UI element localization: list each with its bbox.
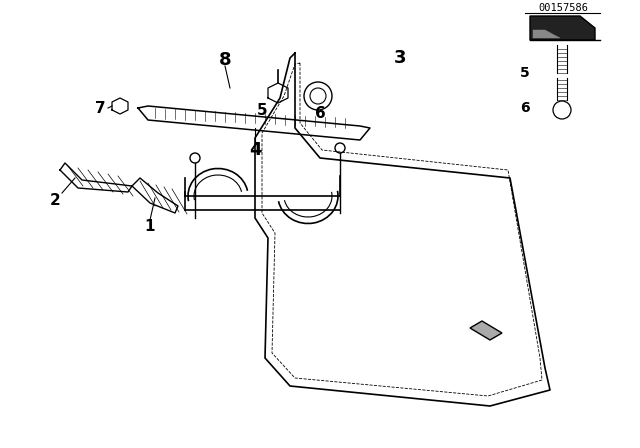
Polygon shape: [530, 16, 595, 40]
Text: 5: 5: [520, 66, 530, 80]
Text: 3: 3: [394, 49, 406, 67]
Text: 1: 1: [145, 219, 156, 233]
Text: 6: 6: [315, 105, 325, 121]
Polygon shape: [533, 30, 560, 38]
Text: 6: 6: [520, 101, 530, 115]
Text: 2: 2: [50, 193, 60, 207]
Polygon shape: [470, 321, 502, 340]
Text: 8: 8: [219, 51, 231, 69]
Text: 5: 5: [257, 103, 268, 117]
Text: 4: 4: [249, 141, 261, 159]
Text: 00157586: 00157586: [538, 3, 588, 13]
Text: 7: 7: [95, 100, 106, 116]
